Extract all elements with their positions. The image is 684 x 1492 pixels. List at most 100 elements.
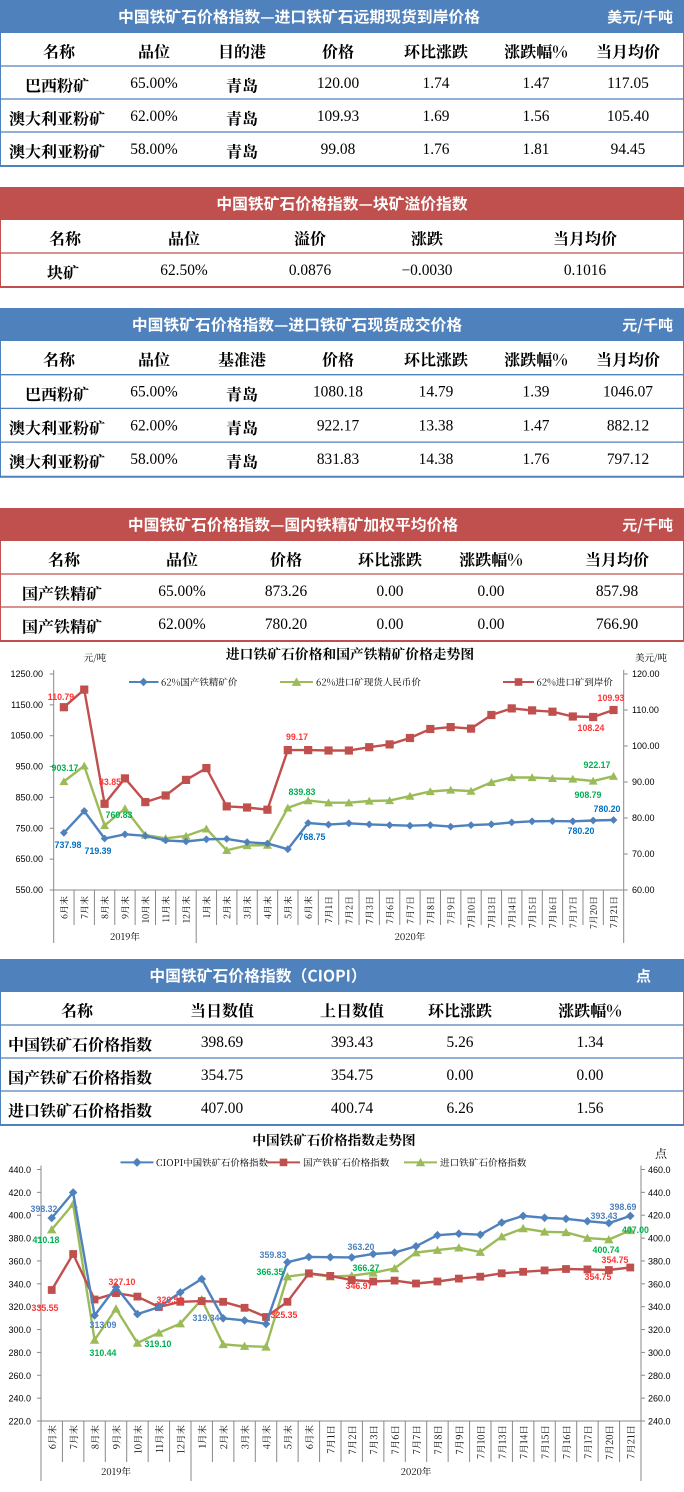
svg-text:1046.07: 1046.07: [603, 384, 653, 401]
svg-text:398.69: 398.69: [610, 1202, 637, 1212]
svg-text:260.0: 260.0: [8, 1371, 31, 1381]
svg-text:110.00: 110.00: [632, 705, 659, 715]
svg-text:90.00: 90.00: [632, 777, 655, 787]
svg-text:1.76: 1.76: [423, 141, 450, 158]
svg-text:420.0: 420.0: [8, 1188, 31, 1198]
svg-text:354.75: 354.75: [331, 1067, 374, 1084]
svg-text:105.40: 105.40: [607, 108, 650, 125]
svg-text:440.0: 440.0: [8, 1165, 31, 1175]
svg-text:117.05: 117.05: [607, 75, 649, 92]
svg-text:0.0876: 0.0876: [289, 262, 332, 279]
svg-text:58.00%: 58.00%: [130, 141, 178, 158]
svg-text:407.00: 407.00: [622, 1225, 649, 1235]
svg-text:346.97: 346.97: [346, 1281, 373, 1291]
svg-text:882.12: 882.12: [607, 417, 649, 434]
svg-text:922.17: 922.17: [584, 760, 611, 770]
svg-text:1.47: 1.47: [523, 75, 550, 92]
svg-text:400.0: 400.0: [648, 1234, 671, 1244]
svg-text:120.00: 120.00: [632, 669, 660, 679]
svg-text:300.0: 300.0: [648, 1348, 671, 1358]
svg-text:380.0: 380.0: [648, 1256, 671, 1266]
svg-text:420.0: 420.0: [648, 1211, 671, 1221]
svg-text:354.75: 354.75: [602, 1255, 629, 1265]
svg-text:1.69: 1.69: [423, 108, 450, 125]
svg-text:100.00: 100.00: [632, 741, 660, 751]
svg-text:62.50%: 62.50%: [160, 262, 208, 279]
svg-text:0.00: 0.00: [478, 583, 505, 600]
svg-text:410.18: 410.18: [33, 1235, 60, 1245]
svg-text:780.20: 780.20: [265, 616, 308, 633]
svg-text:363.20: 363.20: [348, 1242, 375, 1252]
svg-text:62.00%: 62.00%: [130, 108, 178, 125]
svg-text:650.00: 650.00: [15, 854, 43, 864]
svg-text:313.09: 313.09: [90, 1320, 117, 1330]
svg-text:320.0: 320.0: [648, 1325, 671, 1335]
svg-text:766.90: 766.90: [596, 616, 639, 633]
svg-text:1.81: 1.81: [523, 141, 550, 158]
svg-text:857.98: 857.98: [596, 583, 639, 600]
svg-text:873.26: 873.26: [265, 583, 308, 600]
svg-text:325.35: 325.35: [271, 1310, 298, 1320]
svg-text:360.0: 360.0: [648, 1279, 671, 1289]
svg-text:1.74: 1.74: [423, 75, 450, 92]
svg-text:1.47: 1.47: [523, 417, 550, 434]
svg-text:58.00%: 58.00%: [130, 451, 178, 468]
svg-text:0.00: 0.00: [447, 1067, 474, 1084]
svg-text:750.00: 750.00: [15, 823, 43, 833]
svg-text:398.32: 398.32: [31, 1204, 58, 1214]
svg-text:120.00: 120.00: [317, 75, 360, 92]
svg-text:850.00: 850.00: [15, 792, 43, 802]
svg-text:109.93: 109.93: [317, 108, 360, 125]
svg-text:65.00%: 65.00%: [130, 384, 178, 401]
svg-text:−0.0030: −0.0030: [401, 262, 452, 279]
svg-text:62.00%: 62.00%: [158, 616, 206, 633]
svg-text:380.0: 380.0: [8, 1234, 31, 1244]
svg-text:760.83: 760.83: [106, 810, 133, 820]
svg-text:99.17: 99.17: [286, 732, 308, 742]
svg-text:400.74: 400.74: [593, 1245, 620, 1255]
svg-text:908.79: 908.79: [575, 790, 602, 800]
svg-text:398.69: 398.69: [201, 1034, 244, 1051]
svg-text:60.00: 60.00: [632, 885, 655, 895]
svg-text:780.20: 780.20: [568, 826, 595, 836]
svg-text:407.00: 407.00: [201, 1100, 244, 1117]
svg-text:0.1016: 0.1016: [564, 262, 607, 279]
svg-text:94.45: 94.45: [611, 141, 646, 158]
svg-text:393.43: 393.43: [591, 1211, 618, 1221]
svg-text:1250.00: 1250.00: [10, 669, 43, 679]
svg-text:719.39: 719.39: [85, 846, 112, 856]
svg-text:780.20: 780.20: [594, 804, 621, 814]
svg-text:220.0: 220.0: [8, 1417, 31, 1427]
svg-text:359.83: 359.83: [260, 1250, 287, 1260]
svg-text:768.75: 768.75: [299, 832, 326, 842]
svg-text:831.83: 831.83: [317, 451, 360, 468]
svg-text:737.98: 737.98: [55, 840, 82, 850]
svg-text:393.43: 393.43: [331, 1034, 374, 1051]
svg-text:340.0: 340.0: [648, 1302, 671, 1312]
svg-text:0.00: 0.00: [377, 583, 404, 600]
svg-text:13.38: 13.38: [419, 417, 454, 434]
svg-text:62.00%: 62.00%: [130, 417, 178, 434]
svg-text:340.0: 340.0: [8, 1279, 31, 1289]
svg-text:360.0: 360.0: [8, 1256, 31, 1266]
svg-text:460.0: 460.0: [648, 1165, 671, 1175]
svg-text:550.00: 550.00: [15, 885, 43, 895]
svg-text:0.00: 0.00: [377, 616, 404, 633]
svg-text:65.00%: 65.00%: [130, 75, 178, 92]
svg-text:65.00%: 65.00%: [158, 583, 206, 600]
svg-text:922.17: 922.17: [317, 417, 360, 434]
svg-text:300.0: 300.0: [8, 1325, 31, 1335]
svg-text:80.00: 80.00: [632, 813, 655, 823]
svg-text:903.17: 903.17: [52, 763, 79, 773]
svg-text:5.26: 5.26: [447, 1034, 474, 1051]
svg-text:320.0: 320.0: [8, 1302, 31, 1312]
svg-text:240.0: 240.0: [648, 1417, 671, 1427]
svg-text:109.93: 109.93: [598, 693, 625, 703]
svg-text:1.76: 1.76: [523, 451, 550, 468]
svg-text:440.0: 440.0: [648, 1188, 671, 1198]
svg-text:14.79: 14.79: [419, 384, 454, 401]
svg-text:70.00: 70.00: [632, 849, 655, 859]
svg-text:1150.00: 1150.00: [11, 700, 43, 710]
svg-text:1.39: 1.39: [523, 384, 550, 401]
svg-text:319.34: 319.34: [193, 1313, 220, 1323]
